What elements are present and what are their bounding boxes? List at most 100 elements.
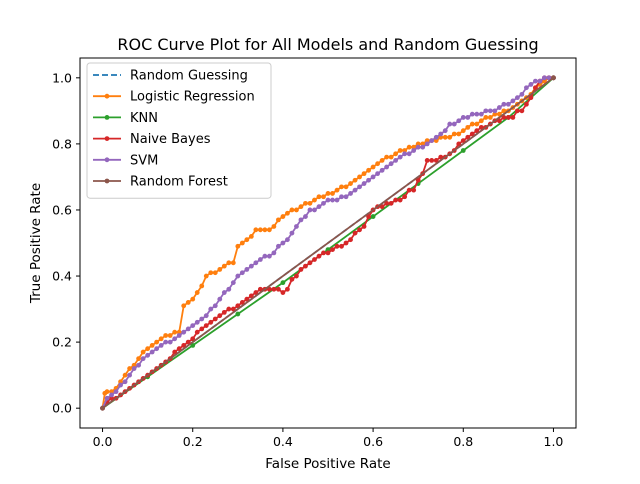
data-point-naive-bayes	[524, 101, 529, 107]
data-point-logistic-regression	[285, 210, 290, 216]
data-point-naive-bayes	[393, 197, 399, 203]
axes-ticks-layer: 0.0 0.2 0.4 0.6 0.8 1.0 0.0 0.2 0.4 0.6 0.8 1.0	[52, 70, 563, 449]
data-point-logistic-regression	[469, 121, 475, 127]
data-point-logistic-regression	[415, 141, 421, 147]
data-point-logistic-regression	[330, 191, 335, 196]
legend-label-random-forest: Random Forest	[130, 175, 228, 190]
data-point-logistic-regression	[248, 233, 254, 239]
x-tick-label: 0.2	[183, 434, 203, 449]
x-tick-label: 0.8	[453, 434, 473, 449]
data-point-logistic-regression	[239, 240, 245, 246]
data-point-svm	[208, 306, 214, 312]
data-point-naive-bayes	[474, 128, 480, 134]
data-point-naive-bayes	[203, 323, 209, 328]
data-point-logistic-regression	[131, 362, 137, 368]
data-point-svm	[388, 161, 394, 167]
data-point-svm	[190, 323, 196, 328]
y-tick-label: 0.0	[52, 401, 72, 416]
legend-label-naive-bayes: Naive Bayes	[130, 132, 211, 147]
series-line-random-forest	[102, 77, 554, 409]
data-point-naive-bayes	[465, 134, 471, 140]
data-point-svm	[185, 326, 191, 332]
data-point-svm	[487, 108, 493, 114]
data-point-svm	[122, 379, 128, 385]
data-point-naive-bayes	[357, 227, 362, 233]
data-point-naive-bayes	[505, 115, 511, 120]
data-point-svm	[325, 197, 331, 203]
data-point-logistic-regression	[402, 148, 408, 153]
data-point-naive-bayes	[325, 250, 331, 256]
legend-marker-naive-bayes	[104, 136, 110, 142]
data-point-svm	[469, 111, 475, 117]
data-point-svm	[203, 313, 209, 319]
data-point-naive-bayes	[221, 309, 227, 315]
plot-series-layer	[100, 75, 556, 411]
data-point-svm	[510, 98, 516, 104]
y-tick-label: 0.8	[52, 136, 72, 151]
data-point-logistic-regression	[478, 118, 484, 124]
data-point-logistic-regression	[307, 200, 313, 206]
data-point-svm	[524, 85, 529, 91]
data-point-svm	[456, 118, 462, 124]
data-point-svm	[154, 346, 160, 352]
data-point-logistic-regression	[316, 194, 322, 200]
data-point-logistic-regression	[244, 237, 250, 243]
data-point-logistic-regression	[190, 296, 196, 302]
data-point-logistic-regression	[226, 260, 232, 266]
data-point-logistic-regression	[334, 187, 340, 193]
data-point-svm	[361, 181, 367, 186]
data-point-logistic-regression	[118, 379, 123, 385]
data-point-svm	[239, 270, 245, 276]
legend-frame	[86, 62, 272, 199]
data-point-logistic-regression	[185, 300, 191, 305]
data-point-svm	[379, 167, 385, 173]
data-point-logistic-regression	[312, 197, 317, 203]
data-point-svm	[397, 154, 403, 160]
data-point-svm	[366, 177, 371, 183]
data-point-naive-bayes	[217, 313, 223, 319]
data-point-naive-bayes	[478, 124, 484, 130]
data-point-naive-bayes	[424, 158, 430, 163]
data-point-logistic-regression	[442, 134, 448, 140]
data-point-svm	[451, 121, 457, 127]
data-point-svm	[343, 194, 349, 200]
data-point-naive-bayes	[212, 316, 218, 322]
data-point-naive-bayes	[366, 214, 371, 219]
data-point-svm	[505, 101, 511, 107]
data-point-naive-bayes	[172, 349, 178, 355]
data-point-svm	[131, 366, 137, 371]
legend-label-knn: KNN	[130, 111, 158, 126]
data-point-logistic-regression	[542, 78, 547, 84]
data-point-knn	[190, 343, 196, 348]
data-point-svm	[330, 197, 335, 203]
plot-frame	[79, 57, 577, 429]
data-point-naive-bayes	[303, 263, 308, 269]
data-point-logistic-regression	[303, 200, 308, 206]
data-point-naive-bayes	[429, 158, 435, 163]
data-point-knn	[370, 214, 376, 219]
data-point-svm	[145, 352, 151, 358]
series-random-forest	[100, 75, 556, 411]
data-point-svm	[248, 263, 254, 269]
data-point-naive-bayes	[343, 240, 349, 246]
data-point-naive-bayes	[519, 108, 525, 114]
data-point-naive-bayes	[276, 286, 281, 292]
data-point-knn	[460, 148, 466, 153]
data-point-knn	[235, 311, 241, 317]
data-point-svm	[501, 101, 507, 107]
data-point-knn	[325, 247, 331, 253]
data-point-svm	[244, 267, 250, 272]
data-point-svm	[257, 257, 263, 262]
data-point-logistic-regression	[361, 171, 367, 177]
data-point-naive-bayes	[294, 273, 299, 279]
data-point-naive-bayes	[330, 247, 335, 253]
data-point-svm	[514, 95, 520, 101]
data-point-logistic-regression	[447, 134, 453, 140]
data-point-svm	[496, 105, 502, 110]
data-point-logistic-regression	[221, 263, 227, 269]
data-point-svm	[127, 372, 132, 378]
data-point-svm	[235, 273, 241, 279]
data-point-svm	[334, 197, 340, 203]
data-point-logistic-regression	[388, 154, 394, 160]
data-point-svm	[546, 75, 552, 81]
